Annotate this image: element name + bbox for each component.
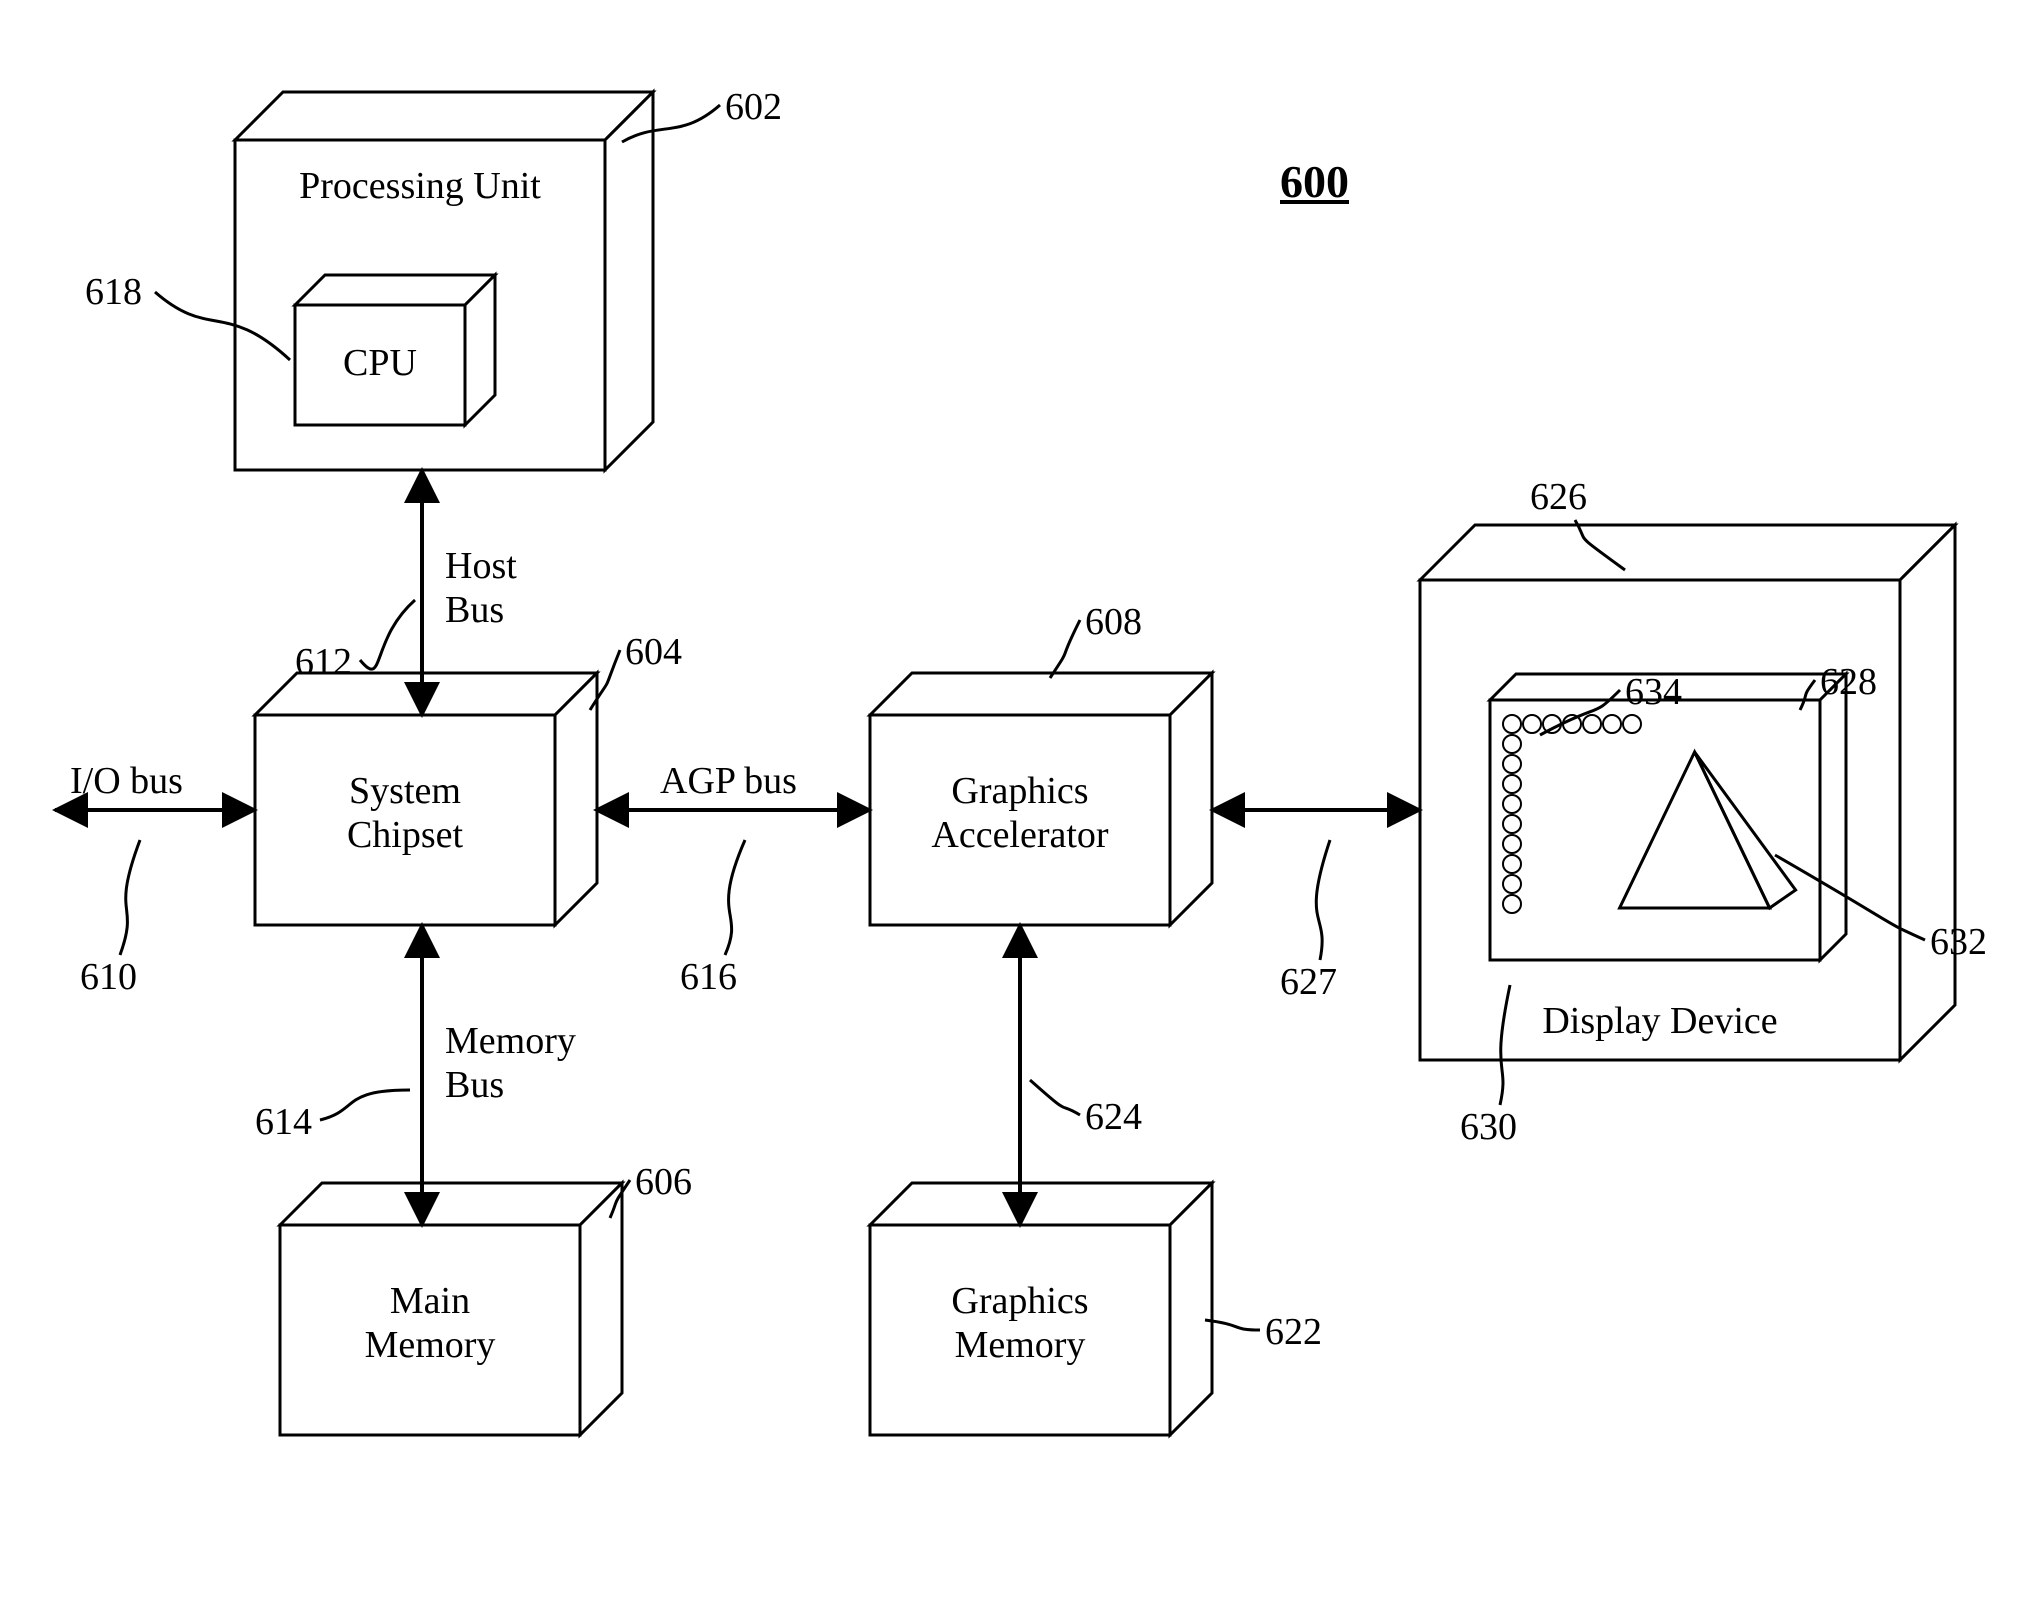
label-memory-bus: Memory Bus xyxy=(445,1020,576,1107)
diagram-canvas: 600 Processing Unit CPU System Chipset M… xyxy=(0,0,2035,1604)
ref-608: 608 xyxy=(1085,600,1142,644)
label-graphics-mem: Graphics Memory xyxy=(870,1280,1170,1367)
ref-612: 612 xyxy=(295,640,352,684)
ref-627: 627 xyxy=(1280,960,1337,1004)
label-system-chipset: System Chipset xyxy=(255,770,555,857)
ref-622: 622 xyxy=(1265,1310,1322,1354)
ref-626: 626 xyxy=(1530,475,1587,519)
label-io-bus: I/O bus xyxy=(70,760,183,804)
ref-630: 630 xyxy=(1460,1105,1517,1149)
ref-628: 628 xyxy=(1820,660,1877,704)
label-cpu: CPU xyxy=(295,342,465,386)
label-main-memory: Main Memory xyxy=(280,1280,580,1367)
label-host-bus: Host Bus xyxy=(445,545,517,632)
ref-618: 618 xyxy=(85,270,142,314)
ref-624: 624 xyxy=(1085,1095,1142,1139)
label-processing-unit: Processing Unit xyxy=(235,165,605,209)
ref-632: 632 xyxy=(1930,920,1987,964)
ref-616: 616 xyxy=(680,955,737,999)
figure-ref: 600 xyxy=(1280,155,1349,208)
label-display-device: Display Device xyxy=(1420,1000,1900,1044)
ref-610: 610 xyxy=(80,955,137,999)
ref-604: 604 xyxy=(625,630,682,674)
ref-602: 602 xyxy=(725,85,782,129)
label-graphics-accel: Graphics Accelerator xyxy=(870,770,1170,857)
ref-614: 614 xyxy=(255,1100,312,1144)
ref-634: 634 xyxy=(1625,670,1682,714)
ref-606: 606 xyxy=(635,1160,692,1204)
label-agp-bus: AGP bus xyxy=(660,760,797,804)
